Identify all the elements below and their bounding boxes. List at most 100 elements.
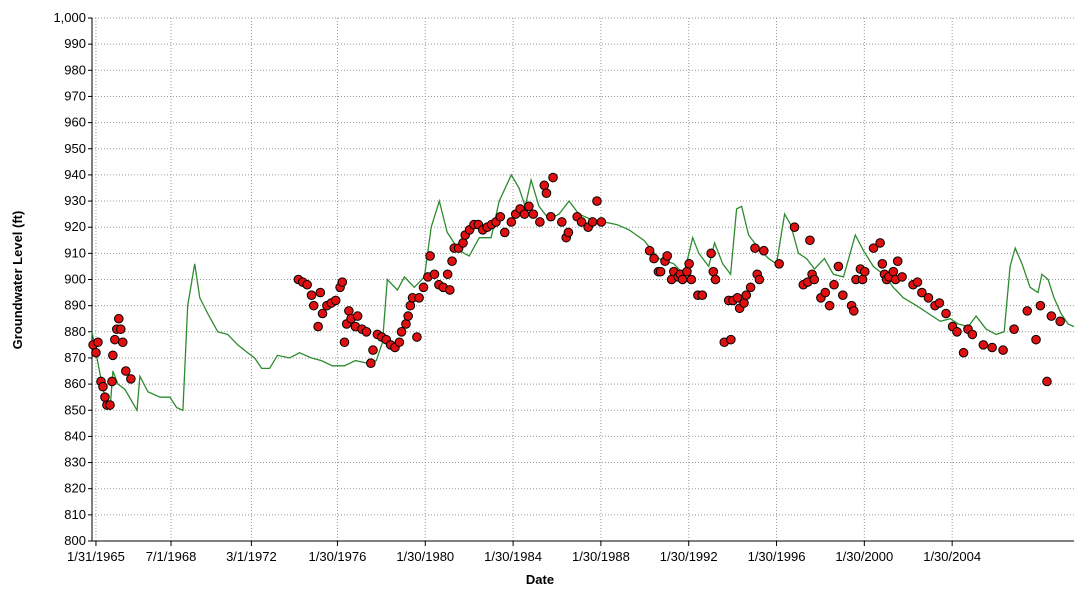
point — [548, 172, 558, 183]
point — [308, 300, 319, 311]
point — [706, 248, 716, 259]
x-tick-label: 1/30/2004 — [923, 549, 981, 564]
point — [524, 201, 534, 212]
point — [829, 279, 839, 290]
y-tick-label: 810 — [64, 507, 86, 522]
x-tick-label: 1/30/2000 — [835, 549, 893, 564]
point — [425, 251, 435, 261]
point — [306, 290, 317, 300]
point — [592, 196, 602, 206]
y-tick-label: 800 — [64, 533, 86, 548]
point — [1009, 324, 1019, 334]
y-tick-label: 970 — [64, 88, 86, 103]
point — [117, 337, 128, 348]
point — [649, 253, 659, 264]
point — [557, 217, 567, 227]
point — [833, 261, 844, 272]
point — [684, 259, 694, 269]
point — [401, 319, 411, 329]
point — [745, 282, 756, 293]
y-tick-label: 960 — [64, 115, 86, 130]
point — [892, 256, 903, 266]
x-axis-label: Date — [526, 572, 554, 587]
point — [587, 217, 598, 227]
x-tick-label: 1/30/1992 — [660, 549, 718, 564]
y-tick-label: 900 — [64, 272, 86, 287]
point — [105, 400, 115, 410]
y-tick-label: 980 — [64, 62, 86, 77]
x-tick-label: 7/1/1968 — [146, 549, 197, 564]
x-tick-label: 1/30/1980 — [396, 549, 454, 564]
point — [414, 293, 424, 303]
point — [107, 376, 117, 387]
point — [726, 334, 736, 345]
point — [774, 259, 784, 269]
point — [418, 282, 429, 293]
point — [539, 180, 550, 191]
point — [923, 293, 934, 303]
point — [805, 235, 815, 246]
point — [315, 287, 326, 298]
point — [113, 313, 124, 324]
point — [405, 300, 416, 311]
y-tick-label: 950 — [64, 141, 86, 156]
point — [875, 238, 885, 248]
point — [912, 277, 923, 287]
point — [563, 227, 574, 238]
point — [750, 243, 760, 253]
point — [754, 274, 765, 285]
point — [644, 245, 655, 256]
point — [445, 285, 455, 295]
point — [967, 329, 978, 340]
point — [710, 274, 721, 285]
point — [686, 274, 697, 285]
point — [344, 306, 354, 316]
point — [998, 345, 1008, 355]
point — [662, 251, 672, 261]
point — [330, 295, 341, 306]
point — [121, 366, 131, 376]
y-tick-label: 990 — [64, 36, 86, 51]
point — [396, 327, 407, 337]
point — [888, 266, 899, 277]
point — [313, 321, 323, 332]
point — [958, 347, 969, 358]
point — [682, 266, 692, 277]
y-tick-label: 880 — [64, 324, 86, 339]
point — [897, 272, 907, 282]
point — [1046, 311, 1057, 321]
point — [732, 293, 743, 303]
point — [859, 266, 870, 277]
point — [877, 259, 888, 269]
point — [1022, 306, 1033, 316]
y-tick-label: 840 — [64, 428, 86, 443]
point — [934, 298, 945, 308]
point — [1042, 376, 1052, 387]
point — [697, 290, 708, 300]
point — [394, 337, 405, 348]
point — [93, 337, 103, 348]
point — [758, 245, 769, 256]
y-tick-label: 820 — [64, 481, 86, 496]
point — [809, 274, 820, 285]
y-tick-label: 940 — [64, 167, 86, 182]
point — [546, 211, 556, 222]
point — [110, 334, 120, 345]
point — [789, 222, 800, 232]
y-tick-label: 890 — [64, 298, 86, 313]
point — [442, 269, 453, 280]
line — [91, 173, 1075, 413]
point — [495, 211, 506, 222]
point — [126, 374, 136, 384]
y-tick-label: 860 — [64, 376, 86, 391]
point — [1055, 316, 1065, 327]
x-tick-label: 1/30/1976 — [309, 549, 367, 564]
y-tick-label: 870 — [64, 350, 86, 365]
point — [824, 300, 835, 311]
point — [506, 217, 517, 227]
point — [838, 290, 848, 300]
point — [115, 324, 126, 334]
y-tick-label: 850 — [64, 402, 86, 417]
point — [366, 358, 376, 368]
